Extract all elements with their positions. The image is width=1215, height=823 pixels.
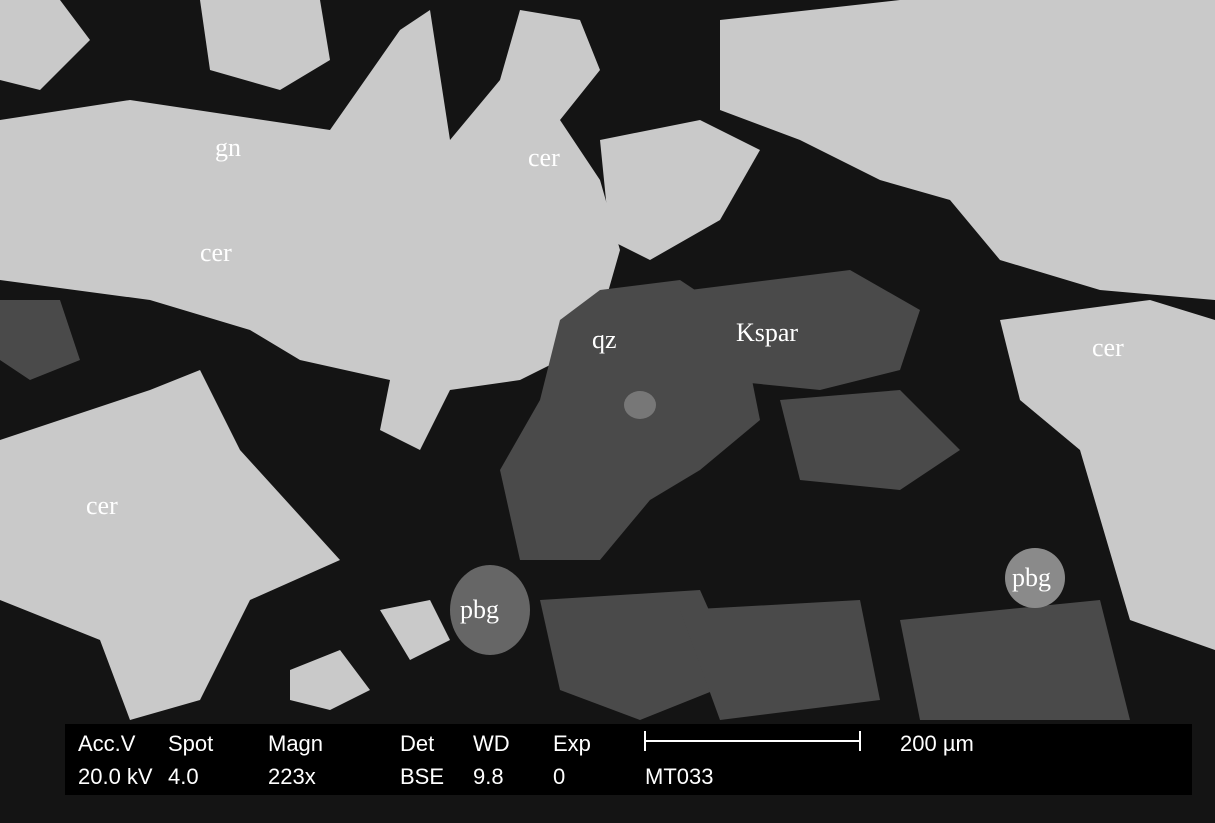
info-header: Spot bbox=[168, 731, 213, 756]
mineral-label: gn bbox=[215, 133, 241, 162]
info-value: 223x bbox=[268, 764, 316, 789]
info-header: Det bbox=[400, 731, 434, 756]
info-header: Magn bbox=[268, 731, 323, 756]
grain bbox=[624, 391, 656, 419]
mineral-label: cer bbox=[528, 143, 560, 172]
mineral-label: Kspar bbox=[736, 318, 798, 347]
info-header: WD bbox=[473, 731, 510, 756]
info-value: 4.0 bbox=[168, 764, 199, 789]
mineral-label: pbg bbox=[460, 595, 499, 624]
info-bar-background bbox=[65, 724, 1192, 795]
mineral-label: pbg bbox=[1012, 563, 1051, 592]
mineral-label: cer bbox=[200, 238, 232, 267]
info-value: 0 bbox=[553, 764, 565, 789]
grain bbox=[900, 600, 1130, 720]
scale-bar-label: 200 µm bbox=[900, 731, 974, 756]
mineral-label: cer bbox=[86, 491, 118, 520]
mineral-label: cer bbox=[1092, 333, 1124, 362]
info-header: Exp bbox=[553, 731, 591, 756]
mineral-label: qz bbox=[592, 325, 617, 354]
info-value: BSE bbox=[400, 764, 444, 789]
info-value: 20.0 kV bbox=[78, 764, 153, 789]
sem-image: gn cer cer qz Kspar cer cer pbg pbg Acc.… bbox=[0, 0, 1215, 823]
info-value: 9.8 bbox=[473, 764, 504, 789]
info-header: Acc.V bbox=[78, 731, 136, 756]
info-bar: Acc.V Spot Magn Det WD Exp 20.0 kV 4.0 2… bbox=[65, 724, 1192, 795]
sample-id: MT033 bbox=[645, 764, 713, 789]
